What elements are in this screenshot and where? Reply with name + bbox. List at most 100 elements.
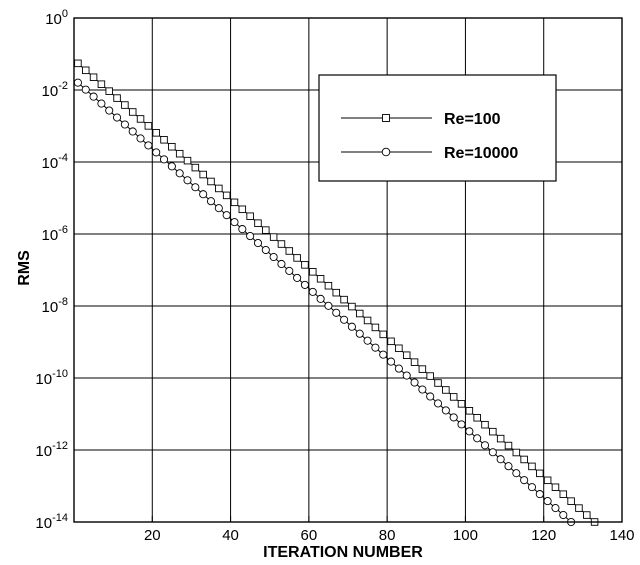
- data-point-re100: [207, 177, 215, 186]
- data-point-re100: [81, 66, 90, 75]
- data-point-re100: [254, 219, 262, 227]
- data-point-re100: [449, 393, 458, 401]
- data-point-re10000: [97, 99, 106, 108]
- data-point-re100: [238, 205, 247, 214]
- data-point-re100: [489, 427, 497, 436]
- data-point-re100: [410, 358, 419, 366]
- data-point-re100: [97, 80, 106, 88]
- data-point-re100: [575, 504, 583, 512]
- data-point-re100: [426, 372, 434, 380]
- data-point-re100: [175, 149, 184, 158]
- data-point-re10000: [73, 78, 82, 87]
- data-point-re100: [262, 226, 270, 234]
- data-point-re10000: [457, 420, 466, 429]
- data-point-re10000: [520, 476, 529, 485]
- data-point-re10000: [347, 322, 356, 331]
- x-tick-label: 60: [301, 527, 318, 544]
- data-point-re100: [340, 295, 348, 304]
- data-point-re100: [215, 184, 223, 193]
- data-point-re10000: [261, 245, 270, 255]
- data-point-re100: [520, 455, 528, 464]
- x-tick-label: 40: [222, 527, 239, 544]
- legend-marker-square: [382, 114, 390, 122]
- data-point-re100: [512, 448, 521, 457]
- data-point-re100: [457, 400, 466, 408]
- data-point-re10000: [214, 204, 223, 213]
- data-point-re100: [567, 497, 575, 505]
- data-point-re10000: [363, 336, 372, 345]
- data-point-re100: [222, 191, 231, 200]
- data-point-re10000: [230, 218, 239, 227]
- data-point-re10000: [418, 385, 427, 394]
- data-point-re100: [355, 309, 364, 318]
- data-point-re100: [128, 108, 137, 116]
- data-point-re10000: [253, 238, 263, 248]
- plot-frame: [73, 17, 623, 523]
- data-point-re100: [277, 240, 286, 248]
- data-point-re10000: [551, 504, 560, 513]
- data-point-re100: [199, 170, 207, 179]
- y-tick-label: 10-10: [35, 368, 68, 388]
- data-point-re100: [363, 316, 372, 325]
- data-point-re10000: [285, 266, 294, 275]
- data-point-re10000: [238, 225, 247, 234]
- x-axis-title: ITERATION NUMBER: [263, 544, 423, 561]
- y-axis-title: RMS: [16, 250, 33, 286]
- data-point-re100: [230, 198, 239, 207]
- data-point-re10000: [175, 169, 184, 178]
- data-point-re10000: [136, 134, 145, 143]
- series-line-re10000: [77, 82, 572, 523]
- data-point-re10000: [535, 490, 544, 499]
- data-point-re10000: [159, 155, 169, 164]
- data-point-re10000: [527, 483, 537, 492]
- data-point-re100: [121, 101, 129, 109]
- data-point-re100: [144, 122, 153, 130]
- data-point-re10000: [410, 378, 419, 387]
- data-point-re10000: [300, 280, 309, 289]
- data-point-re10000: [488, 448, 497, 457]
- data-point-re10000: [206, 197, 216, 206]
- data-point-re10000: [465, 427, 474, 436]
- y-tick-label: 10-4: [42, 152, 68, 172]
- legend-label-re10000: Re=10000: [444, 145, 518, 162]
- legend-label-re100: Re=100: [444, 111, 501, 128]
- data-point-re100: [402, 351, 411, 359]
- data-point-re10000: [105, 106, 114, 115]
- data-point-re10000: [433, 399, 443, 408]
- data-point-re100: [387, 337, 395, 346]
- data-point-re100: [473, 414, 481, 422]
- data-point-re100: [316, 275, 325, 283]
- data-point-re10000: [512, 469, 521, 478]
- data-point-re100: [348, 302, 356, 311]
- data-point-re100: [583, 511, 591, 519]
- data-point-re100: [168, 142, 176, 151]
- data-point-re100: [551, 483, 560, 492]
- data-point-re10000: [504, 462, 513, 471]
- data-point-re100: [160, 136, 168, 144]
- data-point-re10000: [332, 308, 341, 317]
- data-point-re10000: [379, 350, 388, 359]
- data-point-re10000: [269, 252, 278, 262]
- data-point-re100: [481, 420, 489, 429]
- y-tick-label: 10-8: [42, 296, 68, 316]
- data-point-re100: [89, 73, 98, 81]
- data-point-re10000: [199, 190, 208, 199]
- data-point-re100: [504, 441, 513, 450]
- data-point-re10000: [480, 441, 490, 450]
- data-point-re10000: [473, 434, 482, 443]
- data-point-re10000: [426, 392, 435, 401]
- data-point-re100: [371, 323, 380, 332]
- data-point-re100: [269, 233, 278, 241]
- data-point-re10000: [387, 357, 396, 366]
- data-point-re100: [536, 469, 544, 478]
- data-point-re10000: [316, 294, 325, 303]
- data-point-re10000: [340, 315, 349, 324]
- data-point-re100: [113, 94, 121, 102]
- data-point-re100: [74, 59, 82, 68]
- data-point-re100: [136, 115, 145, 123]
- y-axis: 100 10-2 10-4 10-6 10-8 10-10 10-12 10-14: [35, 8, 80, 532]
- x-tick-label: 120: [531, 527, 556, 544]
- data-point-re10000: [449, 413, 458, 422]
- data-point-re10000: [355, 329, 364, 338]
